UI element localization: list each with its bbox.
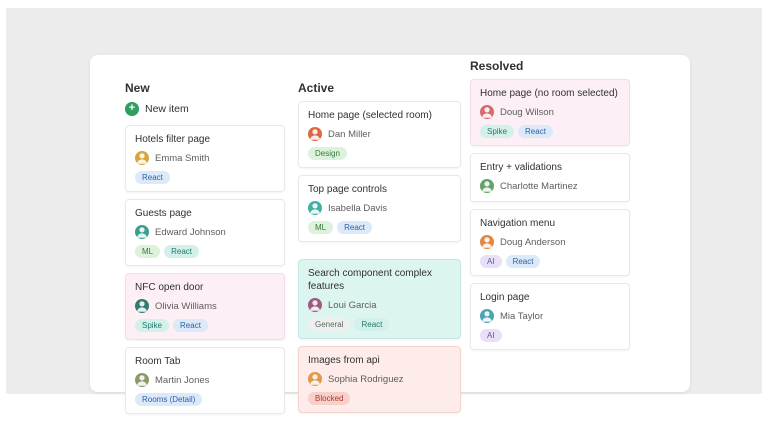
- card-assignee: Olivia Williams: [135, 299, 275, 313]
- card-assignee: Martin Jones: [135, 373, 275, 387]
- card-login-page[interactable]: Login page Mia Taylor AI: [470, 283, 630, 350]
- avatar: [135, 299, 149, 313]
- tag[interactable]: AI: [480, 329, 502, 342]
- new-item-label: New item: [145, 103, 189, 115]
- avatar: [480, 179, 494, 193]
- card-top-page-controls[interactable]: Top page controls Isabella Davis ML Reac…: [298, 175, 461, 242]
- card-tags: General React: [308, 318, 451, 331]
- assignee-name: Mia Taylor: [500, 310, 544, 322]
- tag[interactable]: React: [337, 221, 373, 234]
- assignee-name: Isabella Davis: [328, 202, 388, 214]
- card-title: Images from api: [308, 355, 380, 366]
- assignee-name: Charlotte Martinez: [500, 180, 578, 192]
- tag[interactable]: Spike: [480, 125, 515, 138]
- new-item-button[interactable]: + New item: [125, 101, 285, 117]
- tag[interactable]: React: [135, 171, 170, 184]
- tag[interactable]: AI: [480, 255, 502, 268]
- assignee-name: Sophia Rodriguez: [328, 373, 404, 385]
- card-tags: Spike React: [135, 319, 275, 332]
- column-header-new: New: [125, 81, 150, 95]
- card-title: Home page (no room selected): [480, 88, 618, 99]
- tag[interactable]: Design: [308, 147, 347, 160]
- card-assignee: Sophia Rodriguez: [308, 372, 451, 386]
- card-tags: Rooms (Detail): [135, 393, 275, 406]
- card-nfc-open-door[interactable]: NFC open door Olivia Williams Spike Reac…: [125, 273, 285, 340]
- tag[interactable]: Blocked: [308, 392, 351, 405]
- card-assignee: Doug Anderson: [480, 235, 620, 249]
- column-new: New + New item Hotels filter page Emma S…: [125, 82, 285, 421]
- avatar: [308, 127, 322, 141]
- column-header-active: Active: [298, 81, 335, 95]
- assignee-name: Loui Garcia: [328, 299, 377, 311]
- assignee-name: Doug Wilson: [500, 106, 554, 118]
- tag[interactable]: ML: [135, 245, 161, 258]
- assignee-name: Martin Jones: [155, 374, 210, 386]
- tag[interactable]: React: [164, 245, 200, 258]
- card-assignee: Isabella Davis: [308, 201, 451, 215]
- avatar: [308, 372, 322, 386]
- card-assignee: Dan Miller: [308, 127, 451, 141]
- card-tags: Spike React: [480, 125, 620, 138]
- tag[interactable]: General: [308, 318, 351, 331]
- assignee-name: Emma Smith: [155, 152, 210, 164]
- assignee-name: Edward Johnson: [155, 226, 226, 238]
- card-title: Hotels filter page: [135, 134, 211, 145]
- card-title: Top page controls: [308, 184, 387, 195]
- card-images-from-api[interactable]: Images from api Sophia Rodriguez Blocked: [298, 346, 461, 413]
- card-home-page-selected-room[interactable]: Home page (selected room) Dan Miller Des…: [298, 101, 461, 168]
- card-title: Navigation menu: [480, 218, 556, 229]
- avatar: [480, 235, 494, 249]
- board-panel: New + New item Hotels filter page Emma S…: [90, 55, 690, 414]
- card-assignee: Edward Johnson: [135, 225, 275, 239]
- card-title: NFC open door: [135, 282, 204, 293]
- column-header-resolved: Resolved: [470, 59, 524, 73]
- card-entry-validations[interactable]: Entry + validations Charlotte Martinez: [470, 153, 630, 202]
- avatar: [308, 201, 322, 215]
- card-assignee: Emma Smith: [135, 151, 275, 165]
- card-tags: AI React: [480, 255, 620, 268]
- avatar: [135, 151, 149, 165]
- tag[interactable]: Rooms (Detail): [135, 393, 203, 406]
- column-resolved: Resolved Home page (no room selected) Do…: [470, 60, 630, 357]
- card-hotels-filter-page[interactable]: Hotels filter page Emma Smith React: [125, 125, 285, 192]
- assignee-name: Doug Anderson: [500, 236, 566, 248]
- card-search-component-complex-features[interactable]: Search component complex features Loui G…: [298, 259, 461, 339]
- card-tags: Blocked: [308, 392, 451, 405]
- card-guests-page[interactable]: Guests page Edward Johnson ML React: [125, 199, 285, 266]
- avatar: [480, 105, 494, 119]
- tag[interactable]: React: [505, 255, 541, 268]
- column-active: Active Home page (selected room) Dan Mil…: [298, 82, 461, 420]
- avatar: [308, 298, 322, 312]
- card-tags: Design: [308, 147, 451, 160]
- card-assignee: Loui Garcia: [308, 298, 451, 312]
- card-title: Entry + validations: [480, 162, 562, 173]
- plus-icon: +: [125, 102, 139, 116]
- card-tags: AI: [480, 329, 620, 342]
- tag[interactable]: Spike: [135, 319, 170, 332]
- card-tags: React: [135, 171, 275, 184]
- avatar: [135, 373, 149, 387]
- assignee-name: Dan Miller: [328, 128, 371, 140]
- card-home-page-no-room-selected[interactable]: Home page (no room selected) Doug Wilson…: [470, 79, 630, 146]
- card-title: Guests page: [135, 208, 192, 219]
- tag[interactable]: React: [518, 125, 553, 138]
- card-title: Room Tab: [135, 356, 181, 367]
- card-assignee: Doug Wilson: [480, 105, 620, 119]
- avatar: [480, 309, 494, 323]
- card-room-tab[interactable]: Room Tab Martin Jones Rooms (Detail): [125, 347, 285, 414]
- card-assignee: Mia Taylor: [480, 309, 620, 323]
- tag[interactable]: ML: [308, 221, 334, 234]
- card-title: Search component complex features: [308, 268, 432, 292]
- card-assignee: Charlotte Martinez: [480, 179, 620, 193]
- assignee-name: Olivia Williams: [155, 300, 217, 312]
- tag[interactable]: React: [354, 318, 390, 331]
- tag[interactable]: React: [173, 319, 208, 332]
- card-navigation-menu[interactable]: Navigation menu Doug Anderson AI React: [470, 209, 630, 276]
- avatar: [135, 225, 149, 239]
- card-tags: ML React: [135, 245, 275, 258]
- card-title: Login page: [480, 292, 530, 303]
- card-tags: ML React: [308, 221, 451, 234]
- card-title: Home page (selected room): [308, 110, 432, 121]
